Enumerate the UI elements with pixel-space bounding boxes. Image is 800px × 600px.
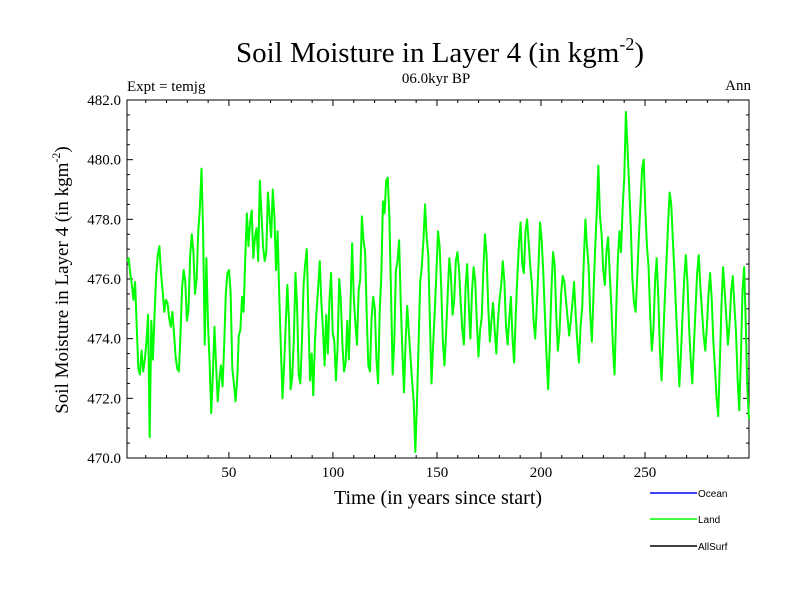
legend-label-allsurf: AllSurf [698, 542, 728, 553]
y-axis-label: Soil Moisture in Layer 4 (in kgm-2) [49, 146, 73, 414]
y-tick-label-470: 470.0 [87, 451, 121, 467]
series-layer [126, 110, 750, 454]
legend-label-ocean: Ocean [698, 489, 727, 500]
chart-title-close: ) [634, 37, 644, 69]
y-axis-label-close: ) [52, 146, 73, 152]
y-tick-label-478: 478.0 [87, 212, 121, 228]
y-tick-label-480: 480.0 [87, 153, 121, 169]
chart-title-main: Soil Moisture in Layer 4 (in kgm [236, 37, 620, 69]
x-tick-label-200: 200 [530, 465, 553, 481]
subtitle-right: Ann [725, 78, 751, 94]
y-axis-label-exponent: -2 [49, 153, 63, 163]
y-axis-ticks: 470.0 472.0 474.0 476.0 478.0 480.0 482.0 [87, 93, 749, 467]
x-tick-label-50: 50 [221, 465, 236, 481]
subtitle-left: Expt = temjg [127, 79, 206, 95]
y-tick-label-476: 476.0 [87, 272, 121, 288]
y-tick-label-482: 482.0 [87, 93, 121, 109]
series-line-land [126, 110, 750, 454]
x-tick-label-250: 250 [634, 465, 657, 481]
chart-title-exponent: -2 [619, 34, 634, 54]
legend: Ocean Land AllSurf [650, 489, 728, 553]
x-tick-label-150: 150 [426, 465, 449, 481]
x-tick-label-100: 100 [322, 465, 345, 481]
chart-title: Soil Moisture in Layer 4 (in kgm-2) [236, 34, 644, 69]
y-tick-label-474: 474.0 [87, 332, 121, 348]
subtitle-center: 06.0kyr BP [402, 71, 470, 87]
legend-label-land: Land [698, 515, 720, 526]
y-axis-label-main: Soil Moisture in Layer 4 (in kgm [52, 162, 73, 413]
y-tick-label-472: 472.0 [87, 391, 121, 407]
x-axis-ticks: 50 100 150 200 250 [145, 100, 729, 481]
svg-text:Soil Moisture in Layer 4 (in k: Soil Moisture in Layer 4 (in kgm-2) [49, 146, 73, 414]
x-axis-label: Time (in years since start) [334, 487, 542, 509]
